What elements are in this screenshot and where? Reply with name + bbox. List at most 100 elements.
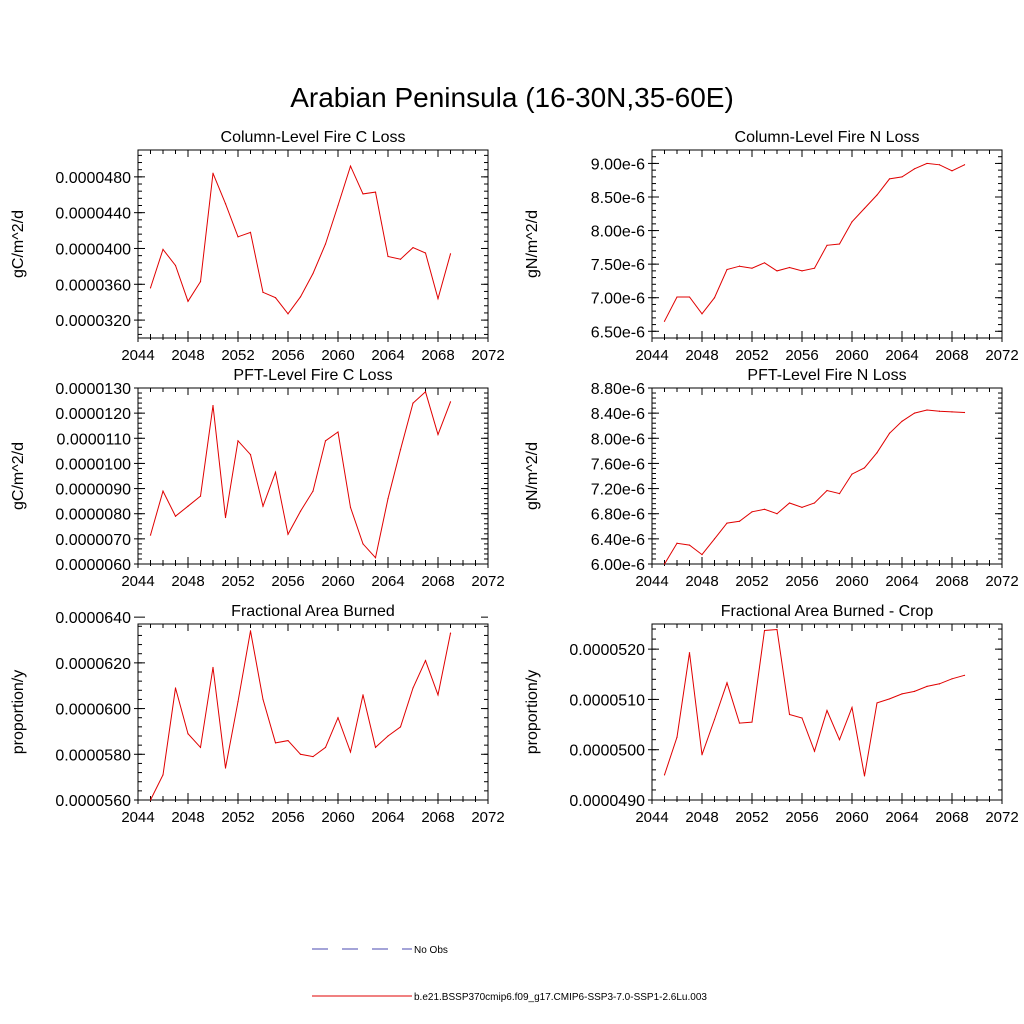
series-point: [901, 176, 903, 178]
series-point: [951, 411, 953, 413]
series-point: [963, 674, 966, 676]
y-tick-label: 8.40e-6: [591, 406, 645, 423]
y-tick-label: 0.0000120: [55, 406, 131, 423]
series-point: [888, 698, 891, 700]
x-tick-label: 2044: [635, 809, 668, 826]
chart-title: Column-Level Fire C Loss: [221, 129, 406, 146]
x-tick-label: 2060: [321, 809, 354, 826]
chart-panels: Column-Level Fire C Loss gC/m^2/d 2044 2048…: [10, 129, 1019, 826]
x-tick-label: 2064: [371, 809, 404, 826]
series-point: [876, 702, 878, 704]
y-tick-label: 0.0000520: [569, 642, 645, 659]
series-point: [888, 178, 891, 180]
y-tick-label: 0.0000110: [57, 431, 132, 448]
series-point: [776, 270, 778, 272]
series-point: [337, 431, 339, 433]
series-line: [664, 409, 965, 565]
series-point: [676, 296, 678, 298]
series-point: [926, 162, 928, 165]
series-point: [212, 405, 214, 407]
x-tick-label: 2056: [271, 809, 304, 826]
x-tick-label: 2068: [421, 809, 454, 826]
x-tick-label: 2048: [685, 809, 718, 826]
x-tick-label: 2072: [985, 347, 1018, 364]
series-point: [938, 683, 941, 685]
series-point: [299, 510, 302, 512]
series-point: [312, 755, 314, 758]
series-point: [751, 511, 753, 513]
series-point: [938, 164, 941, 166]
x-tick-label: 2052: [221, 809, 254, 826]
plot-frame: [137, 387, 489, 565]
series-point: [374, 191, 377, 193]
chart-title: PFT-Level Fire N Loss: [747, 367, 906, 384]
y-tick-label: 0.0000060: [55, 557, 131, 574]
series-point: [701, 754, 703, 756]
series-point: [813, 267, 816, 269]
x-tick-label: 2068: [935, 809, 968, 826]
y-tick-label: 7.60e-6: [591, 456, 645, 473]
series-point: [399, 449, 402, 451]
chart-title: PFT-Level Fire C Loss: [233, 367, 392, 384]
x-tick-label: 2072: [471, 347, 504, 364]
series-point: [287, 313, 289, 315]
series-point: [838, 493, 841, 495]
series-point: [274, 471, 277, 473]
y-tick-label: 0.0000070: [55, 532, 131, 549]
series-point: [826, 709, 828, 712]
series-point: [249, 231, 252, 233]
series-point: [851, 473, 853, 475]
y-tick-label: 8.00e-6: [591, 224, 645, 241]
series-point: [149, 287, 152, 289]
series-point: [349, 506, 352, 509]
series-point: [174, 687, 177, 689]
y-tick-label: 0.0000500: [569, 743, 645, 760]
chart-title: Fractional Area Burned: [231, 603, 395, 620]
chart-panel-1: Column-Level Fire C Loss gC/m^2/d 2044 2048…: [10, 129, 505, 364]
y-tick-label: 0.0000360: [55, 277, 131, 294]
y-tick-label: 0.0000600: [55, 702, 131, 719]
y-tick-label: 0.0000080: [55, 507, 131, 524]
x-tick-label: 2052: [735, 809, 768, 826]
y-axis-label: proportion/y: [10, 670, 27, 755]
x-tick-label: 2044: [121, 573, 154, 590]
series-point: [926, 409, 928, 411]
series-point: [424, 252, 427, 254]
series-point: [199, 746, 202, 749]
x-tick-label: 2048: [171, 347, 204, 364]
series-point: [287, 739, 289, 742]
series-point: [863, 207, 866, 210]
y-tick-label: 0.0000320: [55, 313, 131, 330]
legend-label-no-obs: No Obs: [414, 945, 448, 956]
chart-title: Column-Level Fire N Loss: [735, 129, 920, 146]
series-point: [951, 678, 953, 680]
series-point: [863, 467, 866, 469]
series-point: [324, 243, 327, 245]
series-point: [362, 193, 364, 195]
chart-panel-4: PFT-Level Fire N Loss gN/m^2/d 2044 2048 205…: [524, 367, 1019, 590]
series-point: [387, 498, 389, 500]
series-point: [663, 563, 666, 565]
series-point: [174, 515, 177, 517]
series-point: [274, 742, 277, 744]
x-tick-label: 2044: [635, 573, 668, 590]
figure-title: Arabian Peninsula (16-30N,35-60E): [290, 82, 734, 113]
y-tick-label: 0.0000620: [55, 656, 131, 673]
series-point: [701, 313, 703, 315]
x-tick-label: 2056: [785, 573, 818, 590]
x-tick-label: 2048: [171, 809, 204, 826]
series-point: [337, 204, 339, 207]
x-tick-label: 2060: [321, 573, 354, 590]
series-point: [763, 629, 766, 632]
y-tick-label: 0.0000400: [55, 241, 131, 258]
plot-frame: [651, 387, 1003, 565]
y-tick-label: 6.50e-6: [591, 324, 645, 341]
series-point: [387, 255, 389, 258]
series-point: [287, 533, 289, 535]
series-point: [713, 718, 716, 721]
series-line: [664, 628, 965, 776]
series-point: [688, 544, 691, 546]
series-point: [224, 516, 227, 519]
series-point: [963, 411, 966, 414]
series-point: [801, 270, 803, 272]
